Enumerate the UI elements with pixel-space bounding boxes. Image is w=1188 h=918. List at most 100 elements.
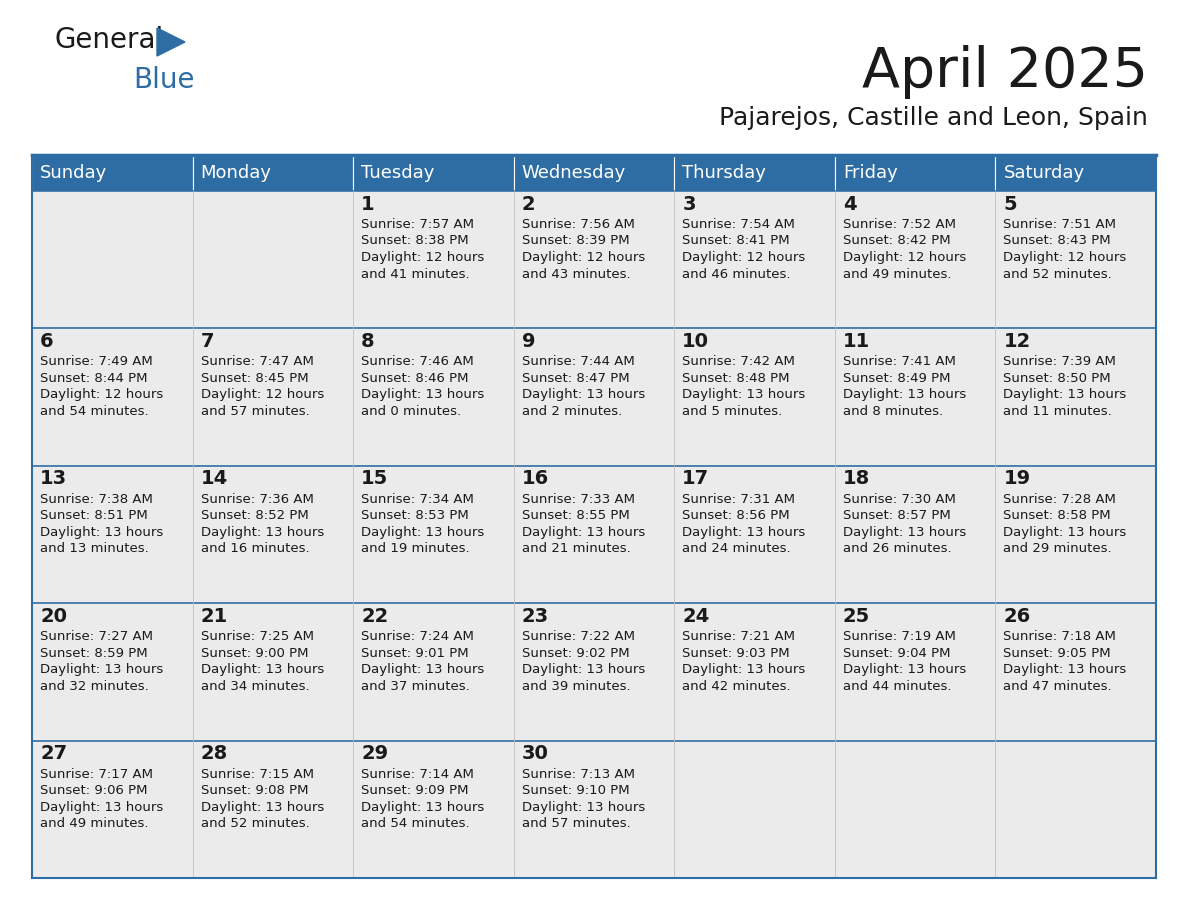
Text: and 37 minutes.: and 37 minutes. bbox=[361, 679, 470, 693]
Text: Daylight: 13 hours: Daylight: 13 hours bbox=[361, 388, 485, 401]
Text: Sunset: 9:03 PM: Sunset: 9:03 PM bbox=[682, 646, 790, 660]
Text: Daylight: 12 hours: Daylight: 12 hours bbox=[1004, 251, 1126, 264]
Text: Daylight: 13 hours: Daylight: 13 hours bbox=[522, 388, 645, 401]
Text: Daylight: 13 hours: Daylight: 13 hours bbox=[40, 663, 163, 677]
Bar bbox=[513, 603, 675, 741]
Text: and 41 minutes.: and 41 minutes. bbox=[361, 267, 469, 281]
Text: 3: 3 bbox=[682, 195, 696, 214]
Text: 26: 26 bbox=[1004, 607, 1031, 626]
Text: 22: 22 bbox=[361, 607, 388, 626]
Text: and 42 minutes.: and 42 minutes. bbox=[682, 679, 791, 693]
Bar bbox=[353, 465, 513, 603]
Text: 18: 18 bbox=[842, 469, 870, 488]
Text: Daylight: 12 hours: Daylight: 12 hours bbox=[201, 388, 324, 401]
Text: 25: 25 bbox=[842, 607, 870, 626]
Text: Sunrise: 7:17 AM: Sunrise: 7:17 AM bbox=[40, 767, 153, 780]
Text: Sunset: 8:39 PM: Sunset: 8:39 PM bbox=[522, 234, 630, 248]
Text: Sunrise: 7:52 AM: Sunrise: 7:52 AM bbox=[842, 218, 956, 231]
Text: Daylight: 13 hours: Daylight: 13 hours bbox=[201, 800, 324, 813]
Text: Wednesday: Wednesday bbox=[522, 164, 626, 182]
Text: and 11 minutes.: and 11 minutes. bbox=[1004, 405, 1112, 418]
Bar bbox=[835, 465, 996, 603]
Bar bbox=[353, 741, 513, 878]
Text: Sunset: 8:46 PM: Sunset: 8:46 PM bbox=[361, 372, 468, 385]
Text: and 46 minutes.: and 46 minutes. bbox=[682, 267, 791, 281]
Text: Sunrise: 7:27 AM: Sunrise: 7:27 AM bbox=[40, 630, 153, 644]
Text: 15: 15 bbox=[361, 469, 388, 488]
Text: Daylight: 13 hours: Daylight: 13 hours bbox=[40, 800, 163, 813]
Text: Sunrise: 7:36 AM: Sunrise: 7:36 AM bbox=[201, 493, 314, 506]
Text: and 26 minutes.: and 26 minutes. bbox=[842, 543, 952, 555]
Text: Saturday: Saturday bbox=[1004, 164, 1085, 182]
Text: Sunset: 8:56 PM: Sunset: 8:56 PM bbox=[682, 509, 790, 522]
Bar bbox=[192, 465, 353, 603]
Text: Sunrise: 7:56 AM: Sunrise: 7:56 AM bbox=[522, 218, 634, 231]
Text: Sunset: 8:38 PM: Sunset: 8:38 PM bbox=[361, 234, 469, 248]
Text: Daylight: 13 hours: Daylight: 13 hours bbox=[1004, 526, 1126, 539]
Text: Sunrise: 7:24 AM: Sunrise: 7:24 AM bbox=[361, 630, 474, 644]
Bar bbox=[996, 329, 1156, 465]
Bar bbox=[675, 329, 835, 465]
Text: Sunrise: 7:33 AM: Sunrise: 7:33 AM bbox=[522, 493, 634, 506]
Bar bbox=[996, 191, 1156, 329]
Text: and 13 minutes.: and 13 minutes. bbox=[40, 543, 148, 555]
Bar bbox=[192, 741, 353, 878]
Bar bbox=[996, 741, 1156, 878]
Text: and 54 minutes.: and 54 minutes. bbox=[361, 817, 469, 830]
Text: Sunset: 8:58 PM: Sunset: 8:58 PM bbox=[1004, 509, 1111, 522]
Text: Sunrise: 7:46 AM: Sunrise: 7:46 AM bbox=[361, 355, 474, 368]
Text: and 21 minutes.: and 21 minutes. bbox=[522, 543, 631, 555]
Text: Sunrise: 7:15 AM: Sunrise: 7:15 AM bbox=[201, 767, 314, 780]
Text: Sunset: 8:43 PM: Sunset: 8:43 PM bbox=[1004, 234, 1111, 248]
Text: April 2025: April 2025 bbox=[862, 45, 1148, 99]
Text: Daylight: 13 hours: Daylight: 13 hours bbox=[361, 526, 485, 539]
Text: and 2 minutes.: and 2 minutes. bbox=[522, 405, 623, 418]
Text: and 43 minutes.: and 43 minutes. bbox=[522, 267, 631, 281]
Text: 5: 5 bbox=[1004, 195, 1017, 214]
Text: and 8 minutes.: and 8 minutes. bbox=[842, 405, 943, 418]
Text: Sunrise: 7:31 AM: Sunrise: 7:31 AM bbox=[682, 493, 795, 506]
Bar bbox=[835, 155, 996, 191]
Text: 9: 9 bbox=[522, 332, 536, 351]
Bar bbox=[353, 329, 513, 465]
Text: 24: 24 bbox=[682, 607, 709, 626]
Polygon shape bbox=[157, 28, 185, 56]
Text: Daylight: 13 hours: Daylight: 13 hours bbox=[682, 526, 805, 539]
Text: and 44 minutes.: and 44 minutes. bbox=[842, 679, 952, 693]
Text: 13: 13 bbox=[40, 469, 68, 488]
Text: Sunset: 8:53 PM: Sunset: 8:53 PM bbox=[361, 509, 469, 522]
Text: Daylight: 13 hours: Daylight: 13 hours bbox=[361, 663, 485, 677]
Text: Daylight: 13 hours: Daylight: 13 hours bbox=[842, 526, 966, 539]
Bar bbox=[835, 329, 996, 465]
Text: Sunrise: 7:22 AM: Sunrise: 7:22 AM bbox=[522, 630, 634, 644]
Bar bbox=[675, 155, 835, 191]
Text: and 49 minutes.: and 49 minutes. bbox=[40, 817, 148, 830]
Bar bbox=[32, 191, 192, 329]
Text: 30: 30 bbox=[522, 744, 549, 763]
Text: Sunset: 8:44 PM: Sunset: 8:44 PM bbox=[40, 372, 147, 385]
Bar bbox=[32, 155, 192, 191]
Text: and 52 minutes.: and 52 minutes. bbox=[201, 817, 309, 830]
Bar bbox=[192, 603, 353, 741]
Text: Daylight: 12 hours: Daylight: 12 hours bbox=[682, 251, 805, 264]
Text: Daylight: 13 hours: Daylight: 13 hours bbox=[522, 526, 645, 539]
Text: Sunset: 9:08 PM: Sunset: 9:08 PM bbox=[201, 784, 308, 797]
Bar bbox=[675, 741, 835, 878]
Text: Sunrise: 7:51 AM: Sunrise: 7:51 AM bbox=[1004, 218, 1117, 231]
Text: Sunrise: 7:25 AM: Sunrise: 7:25 AM bbox=[201, 630, 314, 644]
Text: Daylight: 12 hours: Daylight: 12 hours bbox=[522, 251, 645, 264]
Text: and 0 minutes.: and 0 minutes. bbox=[361, 405, 461, 418]
Text: Sunset: 9:04 PM: Sunset: 9:04 PM bbox=[842, 646, 950, 660]
Bar bbox=[835, 603, 996, 741]
Bar bbox=[353, 155, 513, 191]
Text: Sunrise: 7:28 AM: Sunrise: 7:28 AM bbox=[1004, 493, 1117, 506]
Text: Daylight: 13 hours: Daylight: 13 hours bbox=[1004, 388, 1126, 401]
Text: Pajarejos, Castille and Leon, Spain: Pajarejos, Castille and Leon, Spain bbox=[719, 106, 1148, 130]
Text: Daylight: 13 hours: Daylight: 13 hours bbox=[1004, 663, 1126, 677]
Text: Sunrise: 7:13 AM: Sunrise: 7:13 AM bbox=[522, 767, 634, 780]
Text: Daylight: 13 hours: Daylight: 13 hours bbox=[522, 800, 645, 813]
Text: Sunset: 8:57 PM: Sunset: 8:57 PM bbox=[842, 509, 950, 522]
Bar bbox=[192, 155, 353, 191]
Text: Sunrise: 7:34 AM: Sunrise: 7:34 AM bbox=[361, 493, 474, 506]
Text: Sunrise: 7:38 AM: Sunrise: 7:38 AM bbox=[40, 493, 153, 506]
